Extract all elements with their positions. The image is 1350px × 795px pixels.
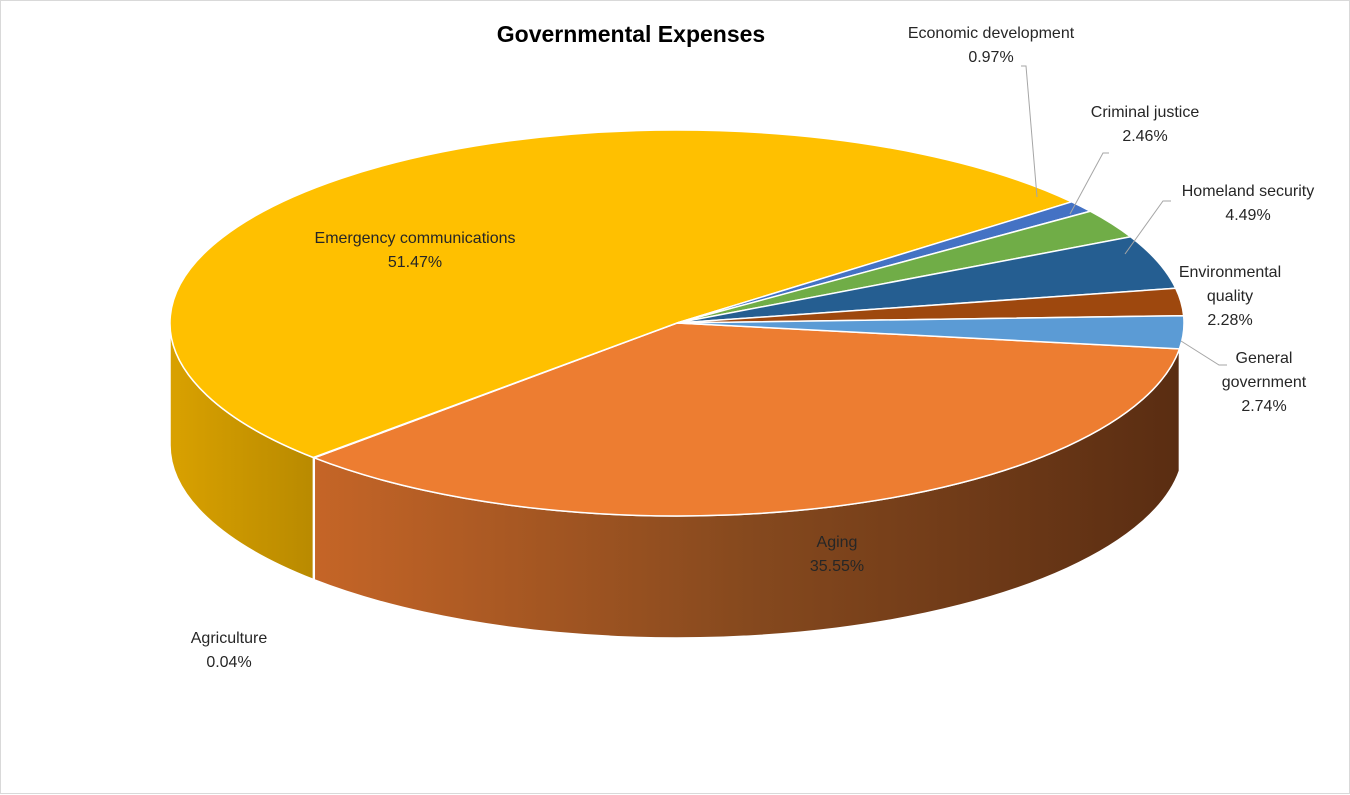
percent-emergency-communications: 51.47% bbox=[388, 254, 442, 271]
label-aging: Aging 35.55% bbox=[810, 534, 864, 575]
percent-environmental-quality: 2.28% bbox=[1207, 312, 1252, 329]
percent-general-government: 2.74% bbox=[1241, 398, 1286, 415]
leader-line-criminal-justice bbox=[1069, 152, 1109, 215]
label-criminal-justice: Criminal justice 2.46% bbox=[1091, 104, 1200, 145]
slice-aging bbox=[312, 322, 1181, 517]
label-general-government: General government 2.74% bbox=[1222, 350, 1307, 415]
name-general-government: government bbox=[1222, 374, 1307, 391]
name-aging: Aging bbox=[817, 534, 858, 551]
percent-economic-development: 0.97% bbox=[968, 49, 1013, 66]
slice-labels: Aging 35.55% Agriculture 0.04% Emergency com… bbox=[191, 25, 1314, 671]
slice-emergency-communications bbox=[169, 129, 1074, 459]
percent-aging: 35.55% bbox=[810, 558, 864, 575]
slice-general-government bbox=[676, 314, 1185, 350]
name-economic-development: Economic development bbox=[908, 25, 1075, 42]
name-environmental-quality: quality bbox=[1207, 288, 1253, 305]
name-emergency-communications: Emergency communications bbox=[315, 230, 516, 247]
name-homeland-security: Homeland security bbox=[1182, 183, 1315, 200]
percent-criminal-justice: 2.46% bbox=[1122, 128, 1167, 145]
chart-title: Governmental Expenses bbox=[496, 21, 766, 47]
leader-line-general-government bbox=[1180, 340, 1227, 366]
name-agriculture: Agriculture bbox=[191, 630, 268, 647]
percent-homeland-security: 4.49% bbox=[1225, 207, 1270, 224]
leader-line-homeland-security bbox=[1124, 200, 1171, 255]
name-general-government: General bbox=[1236, 350, 1293, 367]
pie-slices bbox=[169, 129, 1185, 517]
label-agriculture: Agriculture 0.04% bbox=[191, 630, 268, 671]
name-environmental-quality: Environmental bbox=[1179, 264, 1281, 281]
leader-lines bbox=[1021, 65, 1227, 366]
percent-agriculture: 0.04% bbox=[206, 654, 251, 671]
label-environmental-quality: Environmental quality 2.28% bbox=[1179, 264, 1281, 329]
leader-line-economic-development bbox=[1021, 65, 1038, 198]
label-emergency-communications: Emergency communications 51.47% bbox=[315, 230, 516, 271]
label-homeland-security: Homeland security 4.49% bbox=[1182, 183, 1315, 224]
name-criminal-justice: Criminal justice bbox=[1091, 104, 1200, 121]
label-economic-development: Economic development 0.97% bbox=[908, 25, 1075, 66]
